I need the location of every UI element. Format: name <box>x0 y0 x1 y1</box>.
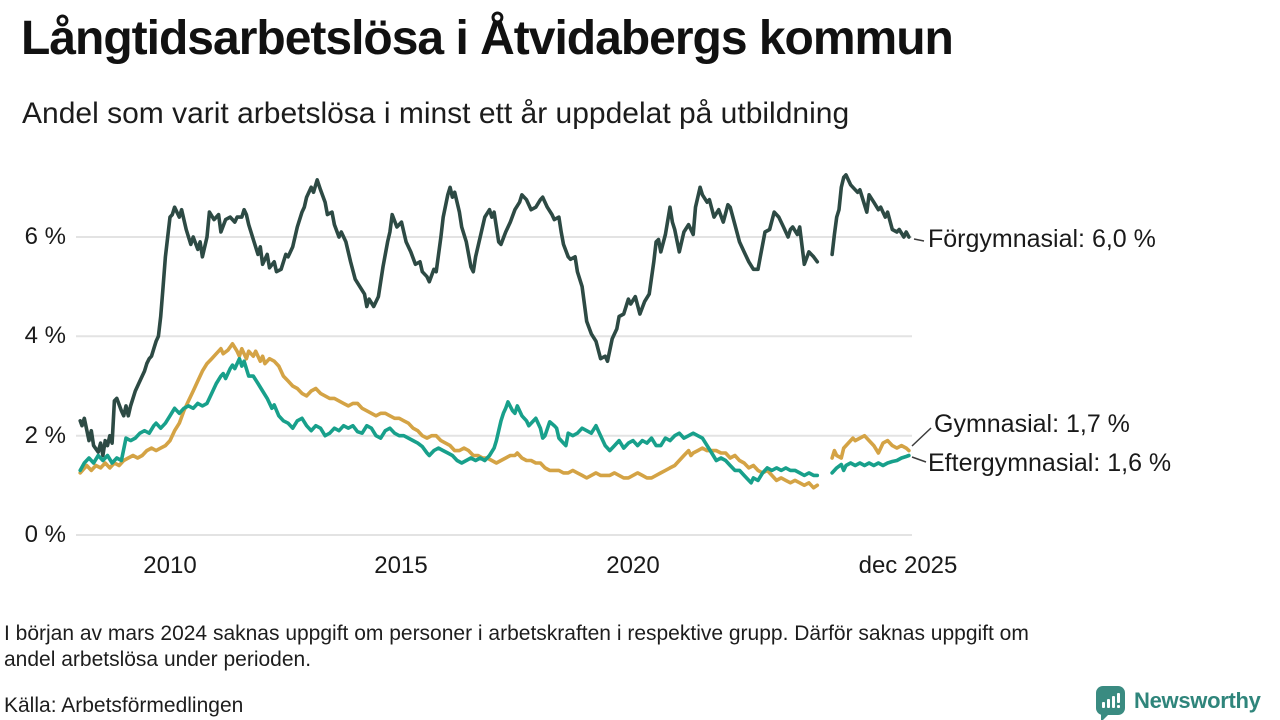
footnote: I början av mars 2024 saknas uppgift om … <box>4 621 1029 673</box>
x-axis-tick-dec-2025: dec 2025 <box>858 552 958 579</box>
bar-chart-icon <box>1102 693 1120 708</box>
label-connector-eftergymnasial <box>911 456 927 463</box>
x-axis-tick-2010: 2010 <box>143 552 197 579</box>
series-end-label-forgymnasial: Förgymnasial: 6,0 % <box>928 225 1156 253</box>
y-axis-tick-6: 6 % <box>24 223 66 250</box>
label-connector-forgymnasial <box>913 238 925 242</box>
page-subtitle: Andel som varit arbetslösa i minst ett å… <box>22 97 850 130</box>
series-line-eftergymnasial <box>78 356 911 485</box>
page-title: Långtidsarbetslösa i Åtvidabergs kommun <box>21 12 954 65</box>
newsworthy-wordmark: Newsworthy <box>1134 688 1261 713</box>
newsworthy-bubble-icon <box>1096 686 1125 715</box>
footnote-line-2: andel arbetslösa under perioden. <box>4 648 312 671</box>
exclamation-icon <box>1117 693 1120 708</box>
series-end-label-eftergymnasial: Eftergymnasial: 1,6 % <box>928 449 1172 477</box>
y-axis-tick-2: 2 % <box>24 422 66 449</box>
series-line-forgymnasial <box>78 173 911 458</box>
source-note: Källa: Arbetsförmedlingen <box>4 694 244 717</box>
y-axis-tick-0: 0 % <box>24 521 66 548</box>
bubble-tail-icon <box>1101 713 1110 720</box>
label-connector-gymnasial <box>911 427 932 447</box>
series-layer <box>78 173 911 490</box>
x-axis-tick-2020: 2020 <box>606 552 660 579</box>
gridlines-layer <box>76 236 912 536</box>
footnote-line-1: I början av mars 2024 saknas uppgift om … <box>4 622 1029 645</box>
series-end-label-gymnasial: Gymnasial: 1,7 % <box>934 410 1130 438</box>
x-axis-tick-2015: 2015 <box>374 552 428 579</box>
y-axis-tick-4: 4 % <box>24 322 66 349</box>
series-line-gymnasial <box>78 342 911 490</box>
